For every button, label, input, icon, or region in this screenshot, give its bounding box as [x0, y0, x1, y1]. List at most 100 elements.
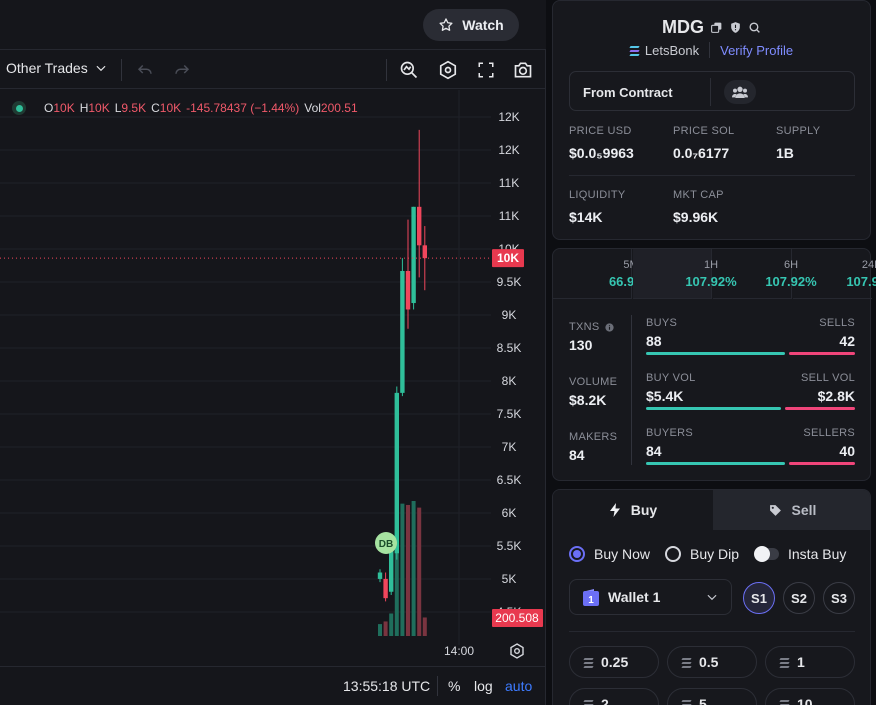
- tab-sell[interactable]: Sell: [713, 490, 870, 530]
- buy-now-label: Buy Now: [594, 546, 651, 562]
- y-tick-label: 8.5K: [497, 341, 522, 355]
- insta-buy-label: Insta Buy: [788, 546, 847, 562]
- amount-preset-button[interactable]: 10: [765, 688, 855, 705]
- price-sol-label: PRICE SOL: [673, 125, 735, 137]
- txns-value: 130: [569, 337, 593, 353]
- amount-preset-button[interactable]: 5: [667, 688, 757, 705]
- timeframe-label: 1H: [703, 259, 719, 271]
- chevron-down-icon: [96, 65, 106, 72]
- wallet-select[interactable]: 1 Wallet 1: [569, 579, 732, 615]
- liquidity-value: $14K: [569, 209, 603, 225]
- community-button[interactable]: [724, 80, 756, 104]
- candle-body: [377, 572, 383, 579]
- tab-buy-label: Buy: [630, 502, 658, 518]
- platform-link[interactable]: LetsBonk: [629, 42, 700, 58]
- contract-box[interactable]: From Contract: [569, 71, 855, 111]
- search-icon[interactable]: [748, 21, 761, 34]
- sellers-bar: [789, 462, 855, 465]
- series-visibility-icon[interactable]: [12, 101, 26, 115]
- volume-bar: [383, 621, 388, 636]
- copy-icon[interactable]: [710, 21, 723, 34]
- amount-label: 5: [699, 696, 707, 705]
- trade-card: Buy Sell Buy Now Buy Dip Insta Buy 1 Wal…: [552, 489, 871, 705]
- market-cap-value: $9.96K: [673, 209, 719, 225]
- timeframe-5m[interactable]: 5M 66.95%: [553, 249, 653, 299]
- fullscreen-icon[interactable]: [475, 59, 497, 81]
- token-info-card: MDG LetsBonk Verify Profile From Contrac…: [552, 0, 871, 240]
- camera-icon[interactable]: [512, 59, 534, 81]
- solana-icon: [583, 657, 594, 668]
- redo-icon[interactable]: [171, 59, 193, 81]
- last-price-badge: [492, 249, 524, 268]
- slot-s1-button[interactable]: S1: [743, 582, 775, 614]
- amount-preset-button[interactable]: 0.25: [569, 646, 659, 678]
- volume-bar: [422, 617, 427, 636]
- amount-preset-button[interactable]: 1: [765, 646, 855, 678]
- token-header: MDG: [553, 17, 870, 38]
- timeframe-24h[interactable]: 24H 107.92%: [793, 249, 876, 299]
- axis-settings-icon[interactable]: [510, 643, 524, 659]
- timeframe-label: 24H: [861, 259, 876, 271]
- amount-preset-button[interactable]: 2: [569, 688, 659, 705]
- toolbar-divider: [121, 59, 122, 81]
- radio-selected-icon: [569, 546, 585, 562]
- info-icon[interactable]: [604, 322, 614, 332]
- insta-buy-toggle[interactable]: Insta Buy: [754, 546, 847, 562]
- makers-label: MAKERS: [569, 431, 618, 443]
- slot-s2-button[interactable]: S2: [783, 582, 815, 614]
- buyers-value: 84: [646, 443, 662, 459]
- chevron-down-icon: [707, 594, 717, 601]
- undo-icon[interactable]: [134, 59, 156, 81]
- buy-dip-option[interactable]: Buy Dip: [665, 546, 739, 562]
- performance-card: 5M 66.95% 1H 107.92% 6H 107.92% 24H 107.…: [552, 248, 876, 481]
- auto-scale-toggle[interactable]: auto: [505, 678, 533, 694]
- amount-preset-button[interactable]: 0.5: [667, 646, 757, 678]
- token-links: LetsBonk Verify Profile: [553, 42, 870, 58]
- ohlc-low-key: L: [114, 101, 122, 115]
- y-tick-label: 11K: [499, 176, 519, 190]
- verify-profile-link[interactable]: Verify Profile: [720, 42, 794, 58]
- chart-toolbar: Other Trades: [0, 51, 546, 89]
- watch-button[interactable]: Watch: [423, 9, 519, 41]
- volume-bar: [389, 613, 394, 636]
- percent-scale-toggle[interactable]: %: [448, 678, 461, 694]
- candle-body: [411, 206, 416, 304]
- last-volume-badge: [492, 609, 543, 627]
- ohlc-close-value: 10K: [159, 101, 182, 115]
- candle-body: [394, 392, 399, 554]
- timeframe-1h[interactable]: 1H 107.92%: [633, 249, 737, 299]
- other-trades-dropdown[interactable]: Other Trades: [6, 60, 108, 76]
- platform-label: LetsBonk: [644, 42, 700, 58]
- ohlc-close-key: C: [151, 101, 160, 115]
- tab-buy[interactable]: Buy: [553, 490, 713, 530]
- y-tick-label: 6.5K: [497, 473, 522, 487]
- buy-now-option[interactable]: Buy Now: [569, 546, 650, 562]
- sell-vol-label: SELL VOL: [801, 372, 855, 384]
- txns-label-group: TXNS: [569, 321, 614, 333]
- volume-bar: [400, 503, 405, 636]
- candle-body: [383, 578, 388, 599]
- price-usd-label: PRICE USD: [569, 125, 632, 137]
- log-scale-toggle[interactable]: log: [474, 678, 493, 694]
- y-tick-label: 5K: [502, 572, 517, 586]
- solana-icon: [681, 699, 692, 705]
- last-volume-label: 200.508: [495, 611, 539, 625]
- contract-label: From Contract: [583, 85, 673, 100]
- sells-value: 42: [839, 333, 855, 349]
- timeframe-6h[interactable]: 6H 107.92%: [713, 249, 817, 299]
- shield-icon[interactable]: [729, 21, 742, 34]
- settings-hexagon-icon[interactable]: [437, 59, 459, 81]
- lightning-icon: [609, 503, 620, 517]
- chart-topbar: Watch: [0, 0, 546, 50]
- wallet-icon: 1: [583, 588, 599, 606]
- y-tick-label: 12K: [498, 110, 519, 124]
- y-tick-label: 9.5K: [497, 275, 522, 289]
- volume-bar: [411, 501, 416, 636]
- wallet-badge: 1: [588, 595, 594, 606]
- indicators-icon[interactable]: [398, 59, 420, 81]
- price-chart[interactable]: 12K 12K 11K 11K 10K 9.5K 9K 8.5K 8K 7.5K 7K 6.5K 6K 5…: [0, 90, 546, 665]
- y-tick-label: 6K: [502, 506, 517, 520]
- star-icon: [439, 18, 453, 31]
- slot-s3-button[interactable]: S3: [823, 582, 855, 614]
- amount-label: 0.5: [699, 654, 719, 670]
